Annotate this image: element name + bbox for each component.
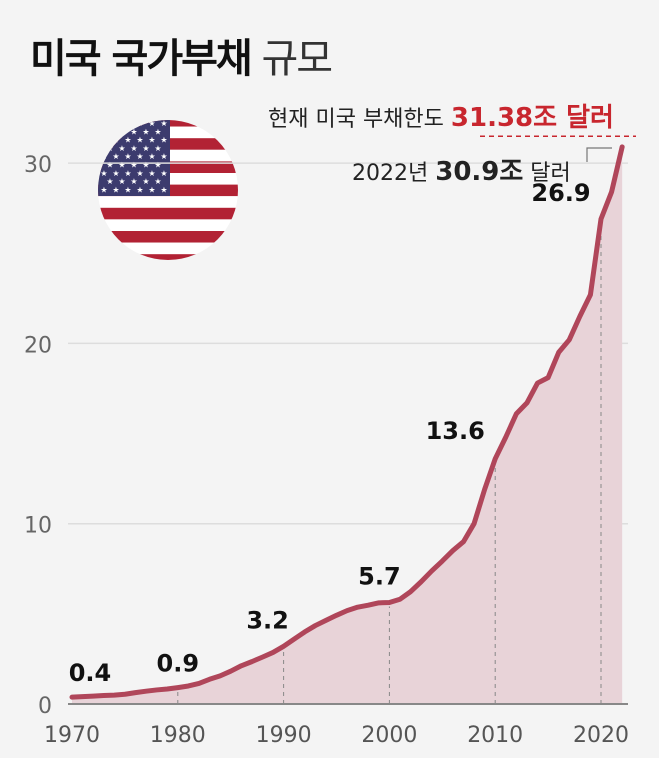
flag-star: ★	[148, 136, 155, 145]
title-light: 규모	[261, 36, 333, 82]
flag-star: ★	[142, 144, 149, 153]
flag-star: ★	[148, 169, 155, 178]
flag-star: ★	[130, 161, 137, 170]
flag-star: ★	[142, 177, 149, 186]
flag-star: ★	[100, 136, 107, 145]
flag-star: ★	[160, 169, 167, 178]
flag-star: ★	[100, 169, 107, 178]
data-label: 0.9	[157, 650, 200, 678]
flag-stripe	[98, 254, 238, 260]
flag-star: ★	[118, 161, 125, 170]
area-fill	[72, 146, 623, 705]
x-tick-label: 1980	[150, 723, 206, 748]
flag-star: ★	[136, 185, 143, 194]
flag-star: ★	[148, 152, 155, 161]
flag-star: ★	[154, 177, 161, 186]
series-line	[69, 144, 625, 700]
flag-star: ★	[106, 127, 113, 136]
y2022-annotation: 2022년 30.9조 달러	[352, 157, 571, 187]
flag-star: ★	[118, 177, 125, 186]
data-label: 3.2	[246, 606, 289, 634]
data-label: 26.9	[531, 179, 590, 207]
y-tick-label: 20	[24, 333, 52, 358]
flag-star: ★	[112, 119, 119, 128]
flag-star: ★	[130, 144, 137, 153]
data-label: 0.4	[69, 659, 112, 687]
flag-star: ★	[148, 119, 155, 128]
flag-star: ★	[106, 161, 113, 170]
flag-star: ★	[160, 136, 167, 145]
flag-star: ★	[160, 119, 167, 128]
flag-star: ★	[130, 127, 137, 136]
flag-star: ★	[136, 136, 143, 145]
flag-star: ★	[136, 152, 143, 161]
flag-star: ★	[154, 161, 161, 170]
x-tick-label: 1990	[256, 723, 312, 748]
x-tick-label: 2010	[467, 723, 523, 748]
flag-star: ★	[100, 119, 107, 128]
x-tick-label: 2020	[573, 723, 629, 748]
flag-star: ★	[112, 185, 119, 194]
flag-star: ★	[118, 127, 125, 136]
flag-stripe	[98, 207, 238, 220]
x-tick-label: 1970	[44, 723, 100, 748]
data-label: 13.6	[426, 417, 485, 445]
data-label: 5.7	[358, 562, 401, 590]
flag-stripe	[98, 231, 238, 243]
flag-star: ★	[124, 152, 131, 161]
flag-star: ★	[148, 185, 155, 194]
flag-star: ★	[142, 161, 149, 170]
y-tick-label: 10	[24, 514, 52, 539]
flag-star: ★	[124, 185, 131, 194]
flag-star: ★	[130, 177, 137, 186]
chart-title: 미국 국가부채 규모	[30, 26, 333, 84]
flag-star: ★	[154, 127, 161, 136]
flag-star: ★	[154, 144, 161, 153]
flag-star: ★	[112, 169, 119, 178]
y-tick-label: 30	[24, 153, 52, 178]
us-flag-icon: ★ ★ ★ ★ ★ ★★ ★ ★ ★ ★★ ★ ★ ★ ★ ★★ ★ ★ ★ ★★ ★ ★ ★ ★ ★★ ★ ★ ★ ★★ ★ ★ ★ ★ ★★…	[98, 119, 238, 260]
flag-star: ★	[142, 127, 149, 136]
flag-stripe	[98, 196, 238, 208]
leader-line	[586, 147, 612, 162]
flag-star: ★	[124, 119, 131, 128]
flag-star: ★	[136, 169, 143, 178]
flag-star: ★	[124, 169, 131, 178]
flag-star: ★	[106, 177, 113, 186]
limit-annotation: 현재 미국 부채한도 31.38조 달러	[268, 103, 614, 133]
title-bold: 미국 국가부채	[30, 36, 253, 82]
y-tick-label: 0	[38, 694, 52, 719]
flag-star: ★	[124, 136, 131, 145]
flag-star: ★	[100, 185, 107, 194]
flag-star: ★	[160, 185, 167, 194]
x-tick-label: 2000	[361, 723, 417, 748]
flag-stripe	[98, 219, 238, 231]
flag-star: ★	[160, 152, 167, 161]
flag-star: ★	[118, 144, 125, 153]
flag-stripe	[98, 242, 238, 255]
flag-star: ★	[112, 152, 119, 161]
